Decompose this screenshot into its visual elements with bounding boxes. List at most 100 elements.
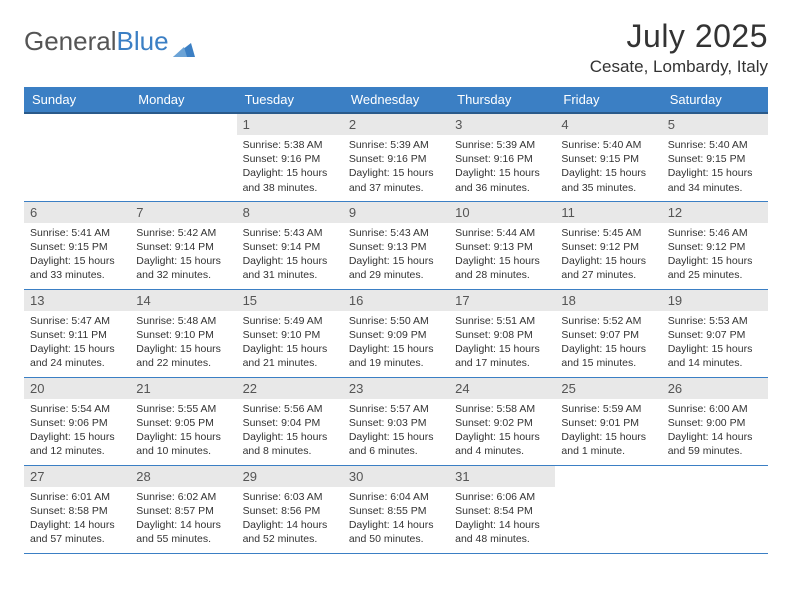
header: GeneralBlue July 2025 Cesate, Lombardy, …: [24, 18, 768, 77]
day-number: 25: [555, 378, 661, 399]
day-details: Sunrise: 5:43 AMSunset: 9:14 PMDaylight:…: [237, 223, 343, 289]
weekday-header: Monday: [130, 87, 236, 113]
day-details: Sunrise: 5:43 AMSunset: 9:13 PMDaylight:…: [343, 223, 449, 289]
day-number: 18: [555, 290, 661, 311]
weekday-header: Wednesday: [343, 87, 449, 113]
calendar-row: 27Sunrise: 6:01 AMSunset: 8:58 PMDayligh…: [24, 465, 768, 553]
day-number: 11: [555, 202, 661, 223]
day-details: Sunrise: 5:58 AMSunset: 9:02 PMDaylight:…: [449, 399, 555, 465]
calendar-cell: 16Sunrise: 5:50 AMSunset: 9:09 PMDayligh…: [343, 289, 449, 377]
calendar-cell: 31Sunrise: 6:06 AMSunset: 8:54 PMDayligh…: [449, 465, 555, 553]
calendar-row: 6Sunrise: 5:41 AMSunset: 9:15 PMDaylight…: [24, 201, 768, 289]
day-details: Sunrise: 6:06 AMSunset: 8:54 PMDaylight:…: [449, 487, 555, 553]
location-text: Cesate, Lombardy, Italy: [590, 57, 768, 77]
day-details: Sunrise: 6:04 AMSunset: 8:55 PMDaylight:…: [343, 487, 449, 553]
day-number: 30: [343, 466, 449, 487]
calendar-page: GeneralBlue July 2025 Cesate, Lombardy, …: [0, 0, 792, 572]
calendar-cell-empty: [662, 465, 768, 553]
day-number: 6: [24, 202, 130, 223]
calendar-row: 1Sunrise: 5:38 AMSunset: 9:16 PMDaylight…: [24, 113, 768, 201]
calendar-cell: 22Sunrise: 5:56 AMSunset: 9:04 PMDayligh…: [237, 377, 343, 465]
logo-triangle-icon: [173, 33, 195, 51]
calendar-cell: 23Sunrise: 5:57 AMSunset: 9:03 PMDayligh…: [343, 377, 449, 465]
day-details: Sunrise: 5:42 AMSunset: 9:14 PMDaylight:…: [130, 223, 236, 289]
calendar-cell-empty: [555, 465, 661, 553]
day-number: 4: [555, 114, 661, 135]
logo-text-2: Blue: [117, 26, 169, 57]
calendar-cell: 10Sunrise: 5:44 AMSunset: 9:13 PMDayligh…: [449, 201, 555, 289]
day-details: Sunrise: 5:51 AMSunset: 9:08 PMDaylight:…: [449, 311, 555, 377]
day-number: 13: [24, 290, 130, 311]
calendar-cell: 18Sunrise: 5:52 AMSunset: 9:07 PMDayligh…: [555, 289, 661, 377]
calendar-row: 13Sunrise: 5:47 AMSunset: 9:11 PMDayligh…: [24, 289, 768, 377]
calendar-cell: 2Sunrise: 5:39 AMSunset: 9:16 PMDaylight…: [343, 113, 449, 201]
day-number: 26: [662, 378, 768, 399]
day-details: Sunrise: 5:47 AMSunset: 9:11 PMDaylight:…: [24, 311, 130, 377]
calendar-cell: 9Sunrise: 5:43 AMSunset: 9:13 PMDaylight…: [343, 201, 449, 289]
calendar-cell-empty: [130, 113, 236, 201]
calendar-cell: 7Sunrise: 5:42 AMSunset: 9:14 PMDaylight…: [130, 201, 236, 289]
weekday-header-row: Sunday Monday Tuesday Wednesday Thursday…: [24, 87, 768, 113]
calendar-cell: 12Sunrise: 5:46 AMSunset: 9:12 PMDayligh…: [662, 201, 768, 289]
day-details: Sunrise: 5:44 AMSunset: 9:13 PMDaylight:…: [449, 223, 555, 289]
day-number: 31: [449, 466, 555, 487]
day-details: Sunrise: 6:01 AMSunset: 8:58 PMDaylight:…: [24, 487, 130, 553]
calendar-body: 1Sunrise: 5:38 AMSunset: 9:16 PMDaylight…: [24, 113, 768, 553]
calendar-cell: 20Sunrise: 5:54 AMSunset: 9:06 PMDayligh…: [24, 377, 130, 465]
weekday-header: Friday: [555, 87, 661, 113]
day-number: 17: [449, 290, 555, 311]
day-number: 8: [237, 202, 343, 223]
calendar-cell: 27Sunrise: 6:01 AMSunset: 8:58 PMDayligh…: [24, 465, 130, 553]
calendar-cell: 19Sunrise: 5:53 AMSunset: 9:07 PMDayligh…: [662, 289, 768, 377]
day-number: 19: [662, 290, 768, 311]
day-number: 24: [449, 378, 555, 399]
day-number: 7: [130, 202, 236, 223]
calendar-cell: 13Sunrise: 5:47 AMSunset: 9:11 PMDayligh…: [24, 289, 130, 377]
day-number: 20: [24, 378, 130, 399]
title-block: July 2025 Cesate, Lombardy, Italy: [590, 18, 768, 77]
calendar-cell: 4Sunrise: 5:40 AMSunset: 9:15 PMDaylight…: [555, 113, 661, 201]
day-details: Sunrise: 5:39 AMSunset: 9:16 PMDaylight:…: [449, 135, 555, 201]
day-number: 5: [662, 114, 768, 135]
calendar-cell: 24Sunrise: 5:58 AMSunset: 9:02 PMDayligh…: [449, 377, 555, 465]
day-details: Sunrise: 5:48 AMSunset: 9:10 PMDaylight:…: [130, 311, 236, 377]
day-number: 1: [237, 114, 343, 135]
calendar-cell-empty: [24, 113, 130, 201]
day-number: 12: [662, 202, 768, 223]
day-details: Sunrise: 5:40 AMSunset: 9:15 PMDaylight:…: [555, 135, 661, 201]
weekday-header: Tuesday: [237, 87, 343, 113]
day-details: Sunrise: 6:00 AMSunset: 9:00 PMDaylight:…: [662, 399, 768, 465]
day-details: Sunrise: 5:40 AMSunset: 9:15 PMDaylight:…: [662, 135, 768, 201]
day-details: Sunrise: 5:53 AMSunset: 9:07 PMDaylight:…: [662, 311, 768, 377]
calendar-cell: 1Sunrise: 5:38 AMSunset: 9:16 PMDaylight…: [237, 113, 343, 201]
calendar-cell: 15Sunrise: 5:49 AMSunset: 9:10 PMDayligh…: [237, 289, 343, 377]
calendar-cell: 14Sunrise: 5:48 AMSunset: 9:10 PMDayligh…: [130, 289, 236, 377]
day-number: 29: [237, 466, 343, 487]
calendar-table: Sunday Monday Tuesday Wednesday Thursday…: [24, 87, 768, 554]
day-details: Sunrise: 5:55 AMSunset: 9:05 PMDaylight:…: [130, 399, 236, 465]
day-number: 16: [343, 290, 449, 311]
logo: GeneralBlue: [24, 18, 195, 57]
logo-text-1: General: [24, 26, 117, 57]
day-details: Sunrise: 5:50 AMSunset: 9:09 PMDaylight:…: [343, 311, 449, 377]
day-details: Sunrise: 5:38 AMSunset: 9:16 PMDaylight:…: [237, 135, 343, 201]
day-details: Sunrise: 6:02 AMSunset: 8:57 PMDaylight:…: [130, 487, 236, 553]
weekday-header: Thursday: [449, 87, 555, 113]
calendar-cell: 28Sunrise: 6:02 AMSunset: 8:57 PMDayligh…: [130, 465, 236, 553]
calendar-cell: 8Sunrise: 5:43 AMSunset: 9:14 PMDaylight…: [237, 201, 343, 289]
day-details: Sunrise: 5:39 AMSunset: 9:16 PMDaylight:…: [343, 135, 449, 201]
day-details: Sunrise: 5:52 AMSunset: 9:07 PMDaylight:…: [555, 311, 661, 377]
calendar-cell: 5Sunrise: 5:40 AMSunset: 9:15 PMDaylight…: [662, 113, 768, 201]
day-number: 2: [343, 114, 449, 135]
calendar-cell: 30Sunrise: 6:04 AMSunset: 8:55 PMDayligh…: [343, 465, 449, 553]
weekday-header: Saturday: [662, 87, 768, 113]
calendar-cell: 21Sunrise: 5:55 AMSunset: 9:05 PMDayligh…: [130, 377, 236, 465]
day-number: 22: [237, 378, 343, 399]
calendar-cell: 6Sunrise: 5:41 AMSunset: 9:15 PMDaylight…: [24, 201, 130, 289]
day-details: Sunrise: 5:46 AMSunset: 9:12 PMDaylight:…: [662, 223, 768, 289]
calendar-cell: 11Sunrise: 5:45 AMSunset: 9:12 PMDayligh…: [555, 201, 661, 289]
day-number: 23: [343, 378, 449, 399]
calendar-cell: 17Sunrise: 5:51 AMSunset: 9:08 PMDayligh…: [449, 289, 555, 377]
day-details: Sunrise: 5:56 AMSunset: 9:04 PMDaylight:…: [237, 399, 343, 465]
calendar-cell: 26Sunrise: 6:00 AMSunset: 9:00 PMDayligh…: [662, 377, 768, 465]
